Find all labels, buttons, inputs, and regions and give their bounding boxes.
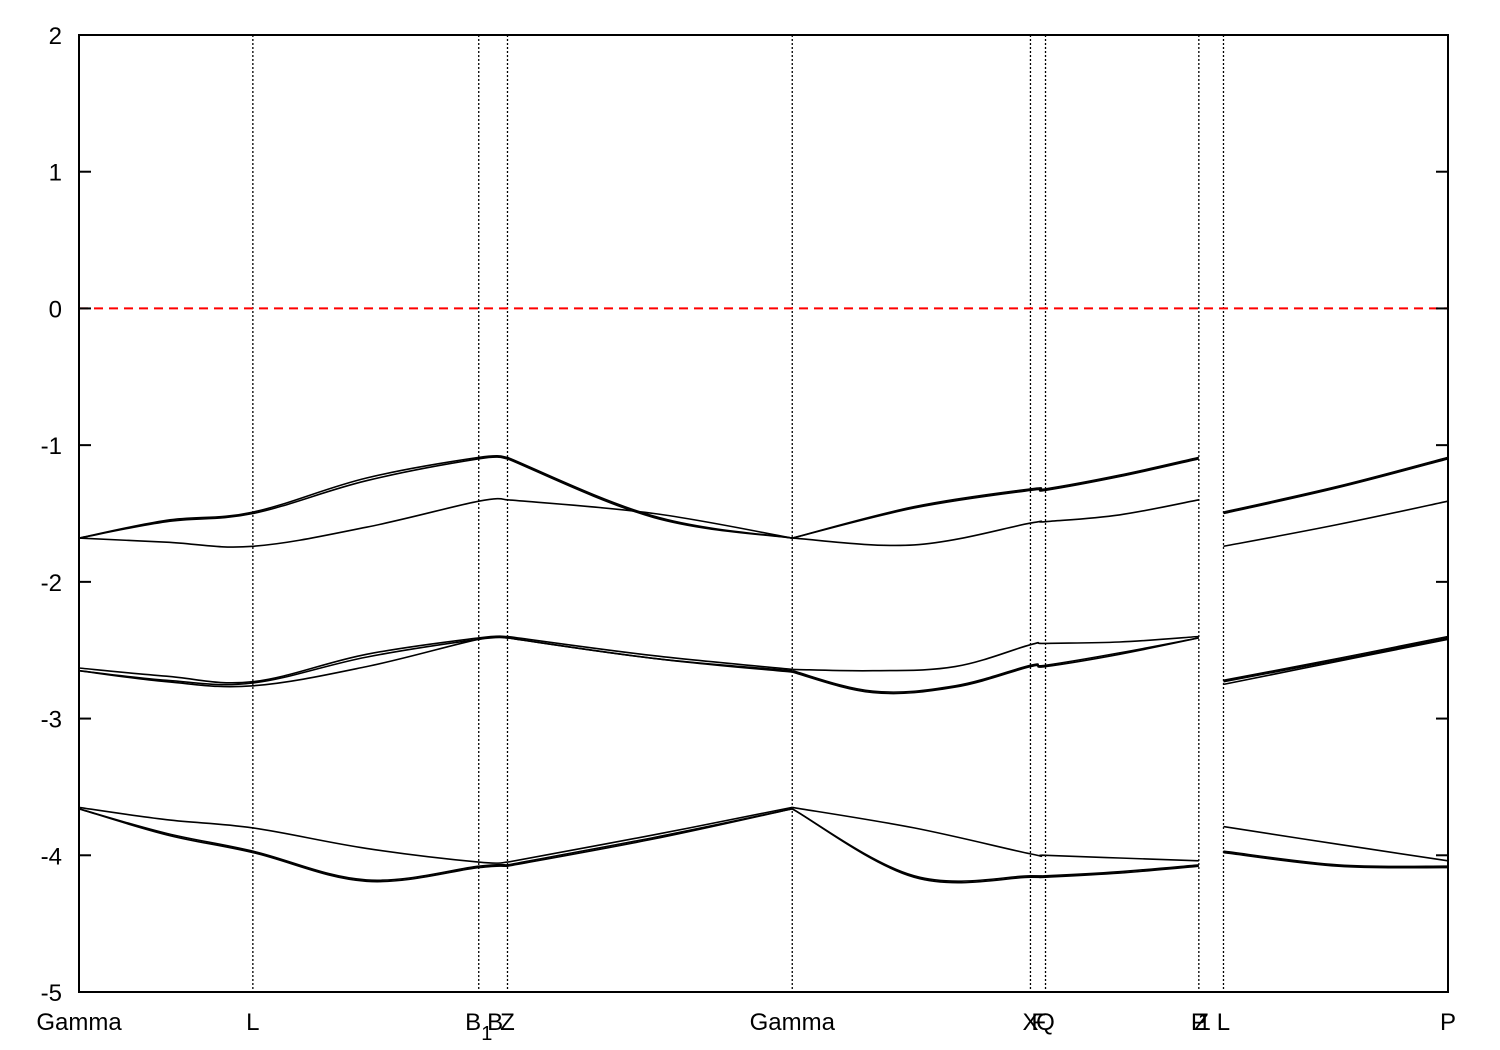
x-tick-label: P [1191, 1009, 1207, 1036]
band-4-segment-4 [1223, 635, 1449, 682]
band-6-segment-3 [792, 637, 1199, 695]
y-tick-label: 0 [49, 296, 62, 323]
x-tick-label: 1 [1198, 1009, 1211, 1036]
x-tick-label: Gamma [36, 1009, 122, 1036]
band-2-segment-1 [78, 456, 508, 539]
band-6-segment-4 [1223, 638, 1449, 686]
band-3-segment-1 [78, 497, 508, 548]
band-7-segment-1 [78, 806, 508, 864]
y-tick-label: 2 [49, 23, 62, 50]
band-8-segment-1 [78, 808, 508, 882]
y-tick-label: 1 [49, 160, 62, 187]
x-tick-subscript: 1 [481, 1023, 492, 1045]
band-1-segment-1 [78, 455, 508, 539]
band-1-segment-3 [791, 456, 1199, 539]
band-8 [78, 808, 1449, 882]
x-tick-label: X [1022, 1009, 1038, 1036]
bands [78, 455, 1449, 884]
band-1 [78, 455, 1449, 539]
y-axis-ticks: -5 -4 -3 -2 -1 0 1 2 [41, 23, 1448, 1007]
band-3-segment-2 [507, 499, 793, 539]
x-tick-label: Q [1036, 1009, 1055, 1036]
band-6-segment-1 [78, 635, 508, 688]
band-8-segment-3 [791, 808, 1199, 882]
band-8-segment-2 [507, 808, 793, 866]
band-2-segment-3 [792, 458, 1199, 539]
band-5-segment-4 [1223, 637, 1449, 683]
x-tick-label: F [1031, 1009, 1046, 1036]
band-5 [78, 636, 1449, 693]
band-9 [78, 808, 1449, 884]
band-9-segment-4 [1223, 851, 1449, 869]
plot-frame [78, 34, 1449, 993]
x-tick-label: L [1217, 1009, 1230, 1036]
band-2 [78, 456, 1449, 539]
band-7-segment-4 [1223, 825, 1449, 862]
band-1-segment-2 [507, 456, 793, 539]
band-9-segment-1 [78, 808, 508, 883]
band-5-segment-1 [78, 636, 508, 686]
high-symmetry-lines [252, 35, 1225, 992]
band-6 [78, 635, 1449, 695]
x-tick-label: L [246, 1009, 259, 1036]
band-7-segment-2 [507, 806, 793, 863]
band-7-segment-3 [792, 806, 1199, 862]
band-2-segment-2 [507, 458, 793, 539]
x-tick-label: Z [1194, 1009, 1209, 1036]
y-tick-label: -4 [41, 843, 62, 870]
band-4-segment-1 [78, 635, 508, 684]
y-tick-label: -3 [41, 707, 62, 734]
x-tick-label: P [1440, 1009, 1456, 1036]
band-4-segment-2 [507, 635, 793, 671]
band-4 [78, 635, 1449, 684]
band-9-segment-3 [791, 808, 1199, 884]
band-2-segment-4 [1223, 458, 1449, 515]
band-6-segment-2 [507, 637, 793, 673]
band-3-segment-3 [792, 499, 1199, 547]
band-8-segment-4 [1223, 850, 1449, 868]
x-tick-label: B [487, 1009, 503, 1036]
x-tick-label: Gamma [750, 1009, 836, 1036]
band-3-segment-4 [1223, 500, 1449, 548]
band-1-segment-4 [1223, 456, 1449, 513]
band-5-segment-3 [792, 637, 1199, 693]
band-4-segment-3 [792, 635, 1199, 672]
x-tick-label: Z [500, 1009, 515, 1036]
band-9-segment-2 [507, 808, 793, 867]
y-tick-label: -5 [41, 980, 62, 1007]
y-tick-label: -2 [41, 570, 62, 597]
band-7 [78, 806, 1449, 864]
y-tick-label: -1 [41, 433, 62, 460]
band-3 [78, 497, 1449, 548]
